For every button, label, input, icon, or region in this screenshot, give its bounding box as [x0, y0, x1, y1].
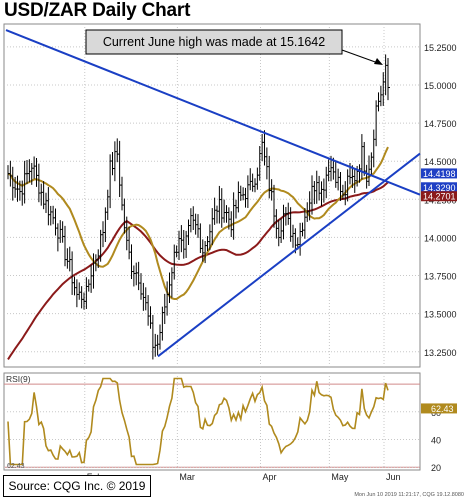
chart-title: USD/ZAR Daily Chart [4, 0, 191, 21]
rsi-tick-label: 20 [431, 463, 441, 473]
y-tick-label: 14.5000 [424, 157, 457, 167]
x-tick-label: May [331, 472, 349, 482]
grid-layer [3, 23, 421, 471]
descending-trendline [5, 29, 421, 196]
y-tick-label: 13.5000 [424, 310, 457, 320]
rsi-label: RSI(9) [6, 374, 31, 384]
rsi-value-label: 62.43 [431, 404, 454, 414]
y-tick-label: 15.0000 [424, 81, 457, 91]
y-tick-label: 13.2500 [424, 348, 457, 358]
moving-average-slow [7, 181, 389, 360]
trendline-layer [5, 29, 421, 358]
axis-layer: 15.250015.000014.750014.500014.250014.00… [87, 43, 464, 498]
price-tag-label: 14.3290 [423, 183, 456, 193]
rsi-left-marker: 62.43 [7, 463, 25, 470]
rsi-panel-frame [3, 372, 421, 471]
chart-footer-text: Mon Jun 10 2019 11:21:17, CQG 19.12.8080 [354, 492, 464, 498]
x-tick-label: Jun [386, 472, 401, 482]
price-tag [421, 168, 457, 179]
rsi-value-tag [421, 403, 457, 414]
annotation-layer: Current June high was made at 15.1642 [85, 29, 383, 65]
price-tag [421, 182, 457, 193]
rsi-line [7, 377, 389, 466]
x-tick-label: Apr [263, 472, 277, 482]
price-tag [421, 191, 457, 202]
y-tick-label: 14.7500 [424, 119, 457, 129]
x-tick-label: Mar [179, 472, 195, 482]
y-tick-label: 15.2500 [424, 43, 457, 53]
y-tick-label: 14.0000 [424, 233, 457, 243]
main-panel-frame [3, 23, 421, 368]
annotation-box [85, 29, 343, 55]
annotation-arrowhead [374, 58, 383, 65]
price-tag-label: 14.4198 [423, 169, 456, 179]
rsi-tick-label: 40 [431, 436, 441, 446]
source-label: Source: CQG Inc. © 2019 [3, 475, 151, 497]
price-tag-label: 14.2701 [423, 192, 456, 202]
annotation-arrow [341, 49, 379, 64]
moving-average-layer [7, 146, 389, 360]
y-tick-label: 13.7500 [424, 272, 457, 282]
ascending-trendline [157, 152, 421, 358]
moving-average-fast [7, 146, 389, 300]
annotation-text: Current June high was made at 15.1642 [103, 35, 325, 49]
price-bar-layer [7, 54, 390, 360]
